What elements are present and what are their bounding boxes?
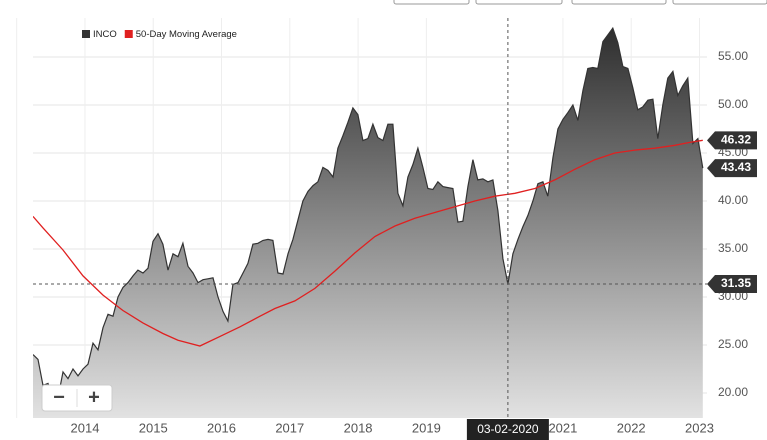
- crosshair-flag: [707, 275, 757, 294]
- price-line: [33, 26, 704, 399]
- price-label: 43.43: [721, 160, 751, 174]
- legend-label: 50-Day Moving Average: [136, 29, 237, 40]
- y-tick-label: 35.00: [718, 241, 748, 255]
- price-area: [33, 28, 703, 418]
- y-tick-label: 50.00: [718, 97, 748, 111]
- toolbar-button[interactable]: [571, 0, 667, 5]
- x-tick-label: 2019: [412, 420, 441, 435]
- y-tick-label: 55.00: [718, 49, 748, 63]
- legend-swatch: [82, 30, 90, 38]
- crosshair-date-box: [466, 419, 549, 440]
- crosshair-date: 03-02-2020: [477, 422, 539, 436]
- zoom-control: − +: [41, 384, 113, 412]
- toolbar-button[interactable]: [475, 0, 563, 5]
- x-tick-label: 2015: [139, 420, 168, 435]
- x-tick-label: 2014: [71, 420, 100, 435]
- ma-label: 46.32: [721, 132, 751, 146]
- x-tick-label: 2016: [207, 420, 236, 435]
- x-tick-label: 2013: [2, 420, 31, 435]
- x-tick-label: 2022: [617, 420, 646, 435]
- legend-swatch: [124, 30, 133, 38]
- zoom-in[interactable]: +: [88, 386, 100, 408]
- price-flag: [707, 159, 757, 178]
- toolbar-button[interactable]: [393, 0, 470, 5]
- y-tick-label: 20.00: [718, 385, 748, 399]
- x-tick-label: 2021: [548, 420, 577, 435]
- y-tick-label: 25.00: [718, 337, 748, 351]
- moving-average-line: [33, 139, 703, 347]
- crosshair-label: 31.35: [721, 276, 751, 290]
- ma-flag: [707, 131, 757, 150]
- x-tick-label: 2018: [344, 420, 373, 435]
- x-tick-label: 2017: [275, 420, 304, 435]
- y-tick-label: 40.00: [718, 193, 748, 207]
- toolbar-button[interactable]: [672, 0, 767, 5]
- x-tick-label: 2023: [685, 420, 714, 435]
- legend-label: INCO: [93, 29, 117, 40]
- zoom-out[interactable]: −: [53, 386, 65, 408]
